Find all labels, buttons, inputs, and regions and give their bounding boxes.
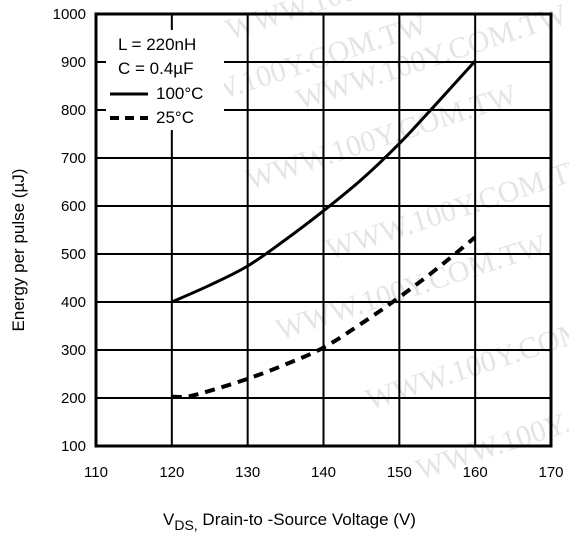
legend-param-capacitance: C = 0.4µF — [118, 59, 193, 78]
legend-param-inductance: L = 220nH — [118, 35, 196, 54]
y-tick-label: 200 — [61, 390, 86, 407]
y-tick-label: 800 — [61, 102, 86, 119]
series-line-0 — [171, 59, 477, 304]
x-tick-label: 140 — [311, 464, 336, 481]
plot-frame — [94, 12, 553, 448]
x-tick-label: 130 — [235, 464, 260, 481]
x-axis-label: VDS, Drain-to -Source Voltage (V) — [163, 510, 416, 533]
y-axis-label: Energy per pulse (µJ) — [9, 169, 28, 332]
x-tick-label: 120 — [159, 464, 184, 481]
x-axis-label-main: V — [163, 510, 175, 529]
x-tick-label: 170 — [538, 464, 563, 481]
watermark-text: WWW.100Y.COM.TW — [242, 78, 522, 197]
x-axis-label-sub: DS, — [174, 517, 197, 533]
watermark-text: WWW.100Y.COM.TW — [272, 228, 552, 347]
x-tick-label: 150 — [387, 464, 412, 481]
y-tick-label: 500 — [61, 246, 86, 263]
y-tick-label: 300 — [61, 342, 86, 359]
y-tick-label: 600 — [61, 198, 86, 215]
x-axis-label-rest: Drain-to -Source Voltage (V) — [198, 510, 416, 529]
y-tick-label: 1000 — [53, 6, 86, 23]
legend-label-series-1: 25°C — [156, 108, 194, 127]
series-line-1 — [171, 235, 477, 399]
y-tick-label: 900 — [61, 54, 86, 71]
y-tick-label: 400 — [61, 294, 86, 311]
series-layer — [171, 59, 477, 399]
x-tick-label: 110 — [84, 464, 108, 481]
x-tick-labels: 110 120 130 140 150 160 170 — [84, 464, 563, 481]
x-tick-label: 160 — [463, 464, 488, 481]
y-tick-label: 700 — [61, 150, 86, 167]
y-tick-label: 100 — [61, 438, 86, 455]
y-tick-labels: 100 200 300 400 500 600 700 800 900 1000 — [53, 6, 86, 455]
gridlines — [96, 14, 551, 446]
legend-background — [106, 30, 224, 130]
legend: L = 220nH C = 0.4µF 100°C 25°C — [106, 30, 224, 130]
legend-label-series-0: 100°C — [156, 84, 203, 103]
